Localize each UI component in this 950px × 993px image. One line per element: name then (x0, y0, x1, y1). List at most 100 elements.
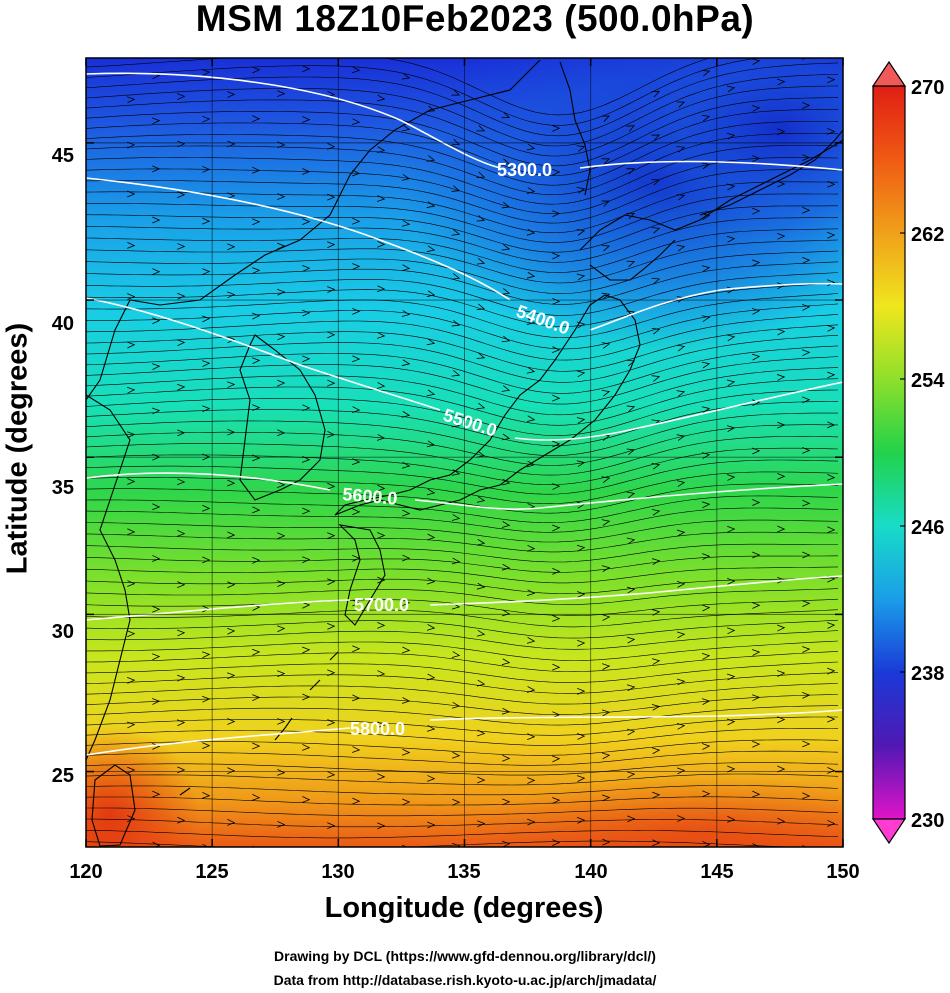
wind-arrow (476, 679, 486, 687)
wind-arrow (676, 678, 686, 686)
wind-arrow (576, 145, 586, 152)
y-tick-label: 35 (52, 477, 74, 499)
wind-arrow (451, 651, 461, 658)
x-tick-label: 145 (700, 861, 733, 883)
wind-arrow (426, 673, 436, 681)
wind-streamline (86, 566, 839, 584)
wind-arrow (327, 482, 336, 490)
wind-arrow (501, 385, 511, 392)
wind-arrow (676, 146, 686, 153)
wind-arrow (302, 507, 311, 515)
wind-arrow (401, 646, 411, 654)
wind-arrow (277, 580, 286, 588)
wind-arrow (227, 381, 236, 389)
wind-arrow (401, 697, 411, 704)
wind-streamline (86, 672, 839, 694)
wind-arrow (376, 332, 386, 339)
wind-arrow (426, 577, 436, 585)
wind-streamline (86, 401, 839, 447)
wind-arrow (651, 658, 661, 665)
wind-arrow (376, 434, 386, 441)
wind-arrow (226, 336, 236, 344)
x-axis-label: Longitude (degrees) (324, 892, 604, 924)
wind-arrow (676, 101, 686, 108)
wind-arrow (827, 180, 836, 188)
wind-arrow (252, 694, 261, 701)
wind-arrow (726, 334, 736, 342)
wind-arrow (726, 379, 736, 387)
wind-arrow (827, 76, 836, 84)
wind-arrow (601, 342, 611, 349)
wind-streamline (86, 773, 839, 786)
wind-arrow (751, 649, 761, 656)
wind-arrow (552, 394, 561, 402)
wind-arrow (476, 582, 486, 590)
wind-streamline (86, 436, 839, 476)
wind-arrow (727, 474, 736, 481)
wind-arrow (777, 232, 786, 240)
wind-arrow (252, 742, 261, 750)
wind-streamline (86, 356, 839, 405)
wind-arrow (277, 481, 286, 489)
wind-arrow (202, 115, 211, 123)
wind-arrow (127, 293, 136, 300)
contour-label: 5700.0 (354, 595, 409, 615)
wind-arrow (426, 389, 436, 397)
wind-arrow (402, 798, 411, 806)
wind-arrow (377, 670, 386, 677)
wind-arrow (726, 627, 736, 635)
wind-arrow (402, 554, 411, 562)
wind-arrow (451, 751, 461, 759)
wind-arrow (501, 433, 511, 441)
wind-arrow (127, 766, 136, 774)
wind-arrow (352, 308, 361, 315)
wind-streamline (86, 133, 839, 196)
wind-arrow (701, 652, 711, 660)
wind-arrow (401, 220, 411, 227)
wind-arrow (376, 195, 386, 202)
wind-arrow (202, 217, 211, 225)
wind-arrow (751, 58, 761, 65)
wind-arrow (802, 102, 811, 109)
wind-arrow (526, 187, 536, 194)
wind-arrow (826, 324, 836, 332)
wind-arrow (302, 744, 311, 751)
wind-arrow (526, 318, 536, 325)
wind-streamline (86, 577, 839, 595)
wind-arrow (426, 440, 436, 448)
wind-arrow (227, 531, 236, 539)
wind-arrow (426, 533, 436, 541)
wind-streamline (86, 796, 839, 806)
wind-arrow (127, 815, 136, 822)
wind-arrow (701, 501, 711, 509)
wind-arrow (177, 478, 186, 486)
wind-arrow (451, 229, 461, 236)
wind-arrow (752, 740, 761, 748)
wind-arrow (676, 480, 686, 487)
wind-arrow (552, 252, 561, 260)
wind-arrow (327, 822, 336, 830)
wind-arrow (776, 328, 786, 336)
wind-streamline (86, 121, 839, 186)
wind-arrow (277, 532, 286, 540)
wind-arrow (651, 227, 661, 234)
wind-arrow (751, 259, 761, 267)
wind-arrow (552, 663, 561, 671)
wind-arrow (576, 460, 586, 468)
wind-streamline (86, 661, 839, 683)
wind-arrow (526, 415, 536, 423)
wind-arrow (626, 491, 636, 499)
wind-arrow (727, 525, 736, 533)
wind-arrow (426, 488, 436, 496)
wind-arrow (327, 669, 336, 677)
wind-arrow (302, 116, 311, 123)
wind-arrow (177, 191, 186, 198)
wind-arrow (426, 725, 436, 732)
wind-arrow (626, 771, 636, 779)
wind-arrow (151, 363, 161, 370)
wind-arrow (327, 241, 336, 249)
wind-arrow (476, 215, 486, 222)
wind-arrow (377, 576, 386, 584)
wind-arrow (302, 65, 311, 73)
wind-arrow (302, 404, 311, 412)
